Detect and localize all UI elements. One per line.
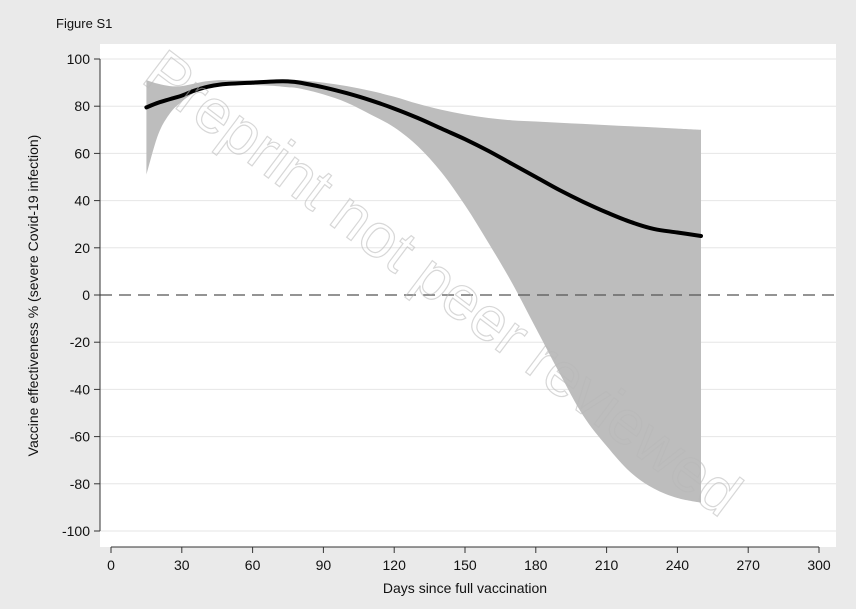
y-tick-label: 40 bbox=[74, 193, 90, 209]
y-tick-label: -100 bbox=[62, 523, 90, 539]
y-tick-label: 80 bbox=[74, 98, 90, 114]
y-ticks: -100 -80 -60 -40 -20 0 20 40 60 80 100 bbox=[62, 51, 100, 539]
x-tick-label: 150 bbox=[453, 557, 477, 573]
x-tick-label: 120 bbox=[383, 557, 407, 573]
x-tick-label: 240 bbox=[666, 557, 690, 573]
x-tick-label: 30 bbox=[174, 557, 190, 573]
y-tick-label: 60 bbox=[74, 145, 90, 161]
y-tick-label: -40 bbox=[70, 381, 90, 397]
confidence-band bbox=[146, 80, 701, 503]
x-tick-label: 270 bbox=[737, 557, 761, 573]
y-tick-label: 20 bbox=[74, 240, 90, 256]
x-tick-label: 300 bbox=[807, 557, 831, 573]
y-tick-label: -60 bbox=[70, 429, 90, 445]
x-tick-label: 180 bbox=[524, 557, 548, 573]
y-tick-label: 100 bbox=[67, 51, 91, 67]
y-tick-label: 0 bbox=[82, 287, 90, 303]
y-axis-title: Vaccine effectiveness % (severe Covid-19… bbox=[25, 135, 41, 457]
x-tick-label: 60 bbox=[245, 557, 261, 573]
effectiveness-line bbox=[144, 79, 703, 238]
x-tick-label: 0 bbox=[107, 557, 115, 573]
figure-label: Figure S1 bbox=[56, 16, 112, 31]
x-tick-label: 90 bbox=[316, 557, 332, 573]
y-tick-label: -20 bbox=[70, 334, 90, 350]
x-ticks: 0 30 60 90 120 150 180 210 240 270 300 bbox=[107, 547, 831, 573]
x-tick-label: 210 bbox=[595, 557, 619, 573]
x-axis-title: Days since full vaccination bbox=[383, 580, 547, 596]
y-tick-label: -80 bbox=[70, 476, 90, 492]
